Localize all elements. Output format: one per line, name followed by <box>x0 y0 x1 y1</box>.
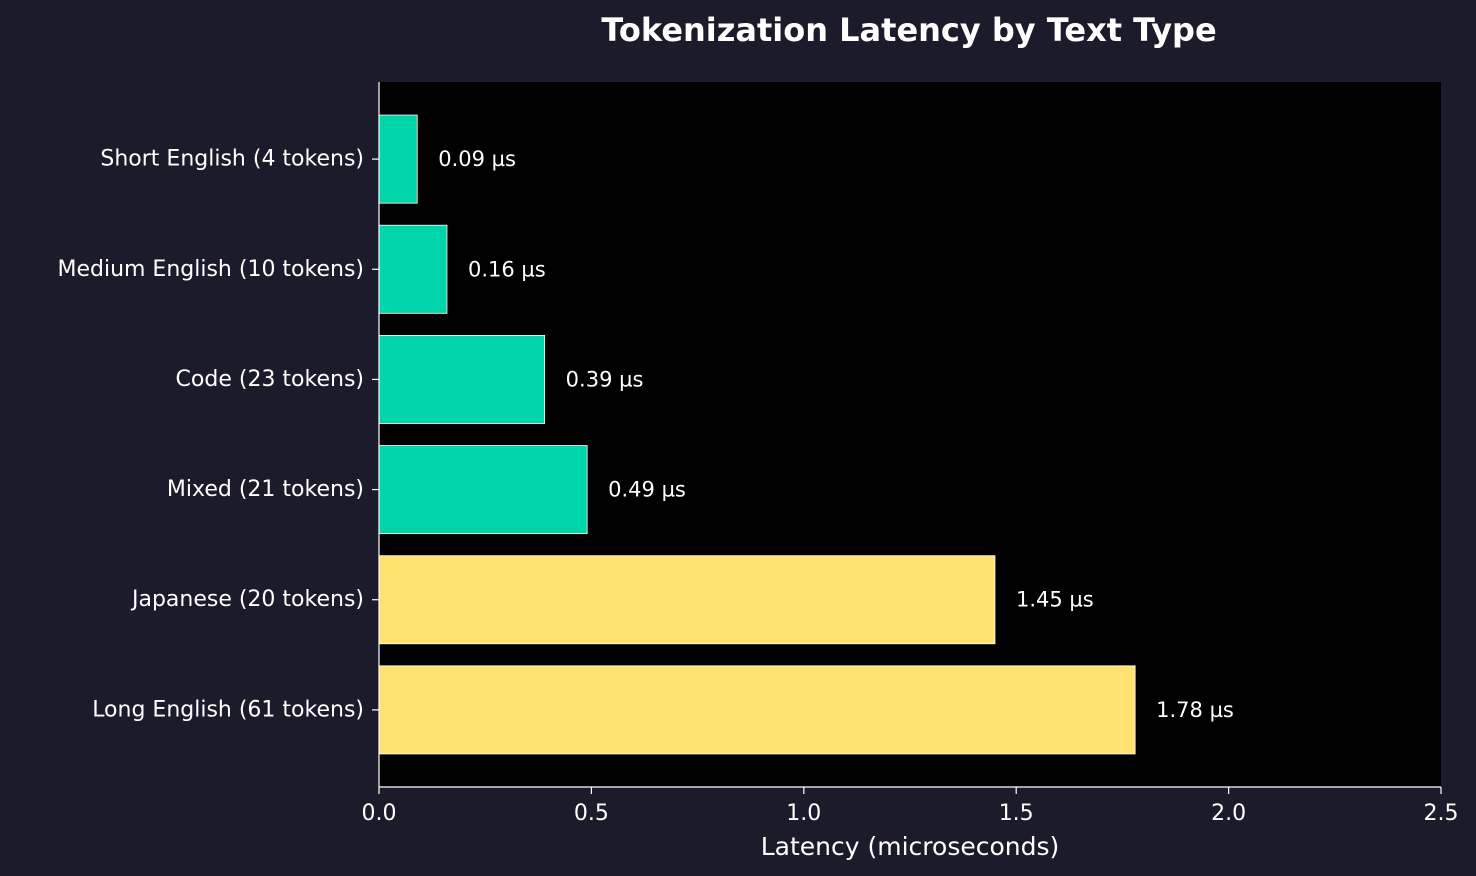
value-label-mixed-21-tokens: 0.49 µs <box>608 478 686 502</box>
bar-mixed-21-tokens <box>378 445 588 535</box>
x-tick-label-2-0: 2.0 <box>1211 801 1246 826</box>
value-label-long-english-61-tokens: 1.78 µs <box>1156 698 1234 722</box>
chart-title: Tokenization Latency by Text Type <box>601 11 1216 49</box>
x-axis: 0.0 0.5 1.0 1.5 2.0 2.5 <box>362 786 1459 826</box>
bar-short-english-4-tokens <box>378 114 418 204</box>
y-tick-label-medium-english-10-tokens: Medium English (10 tokens) <box>57 257 364 282</box>
x-tick-label-1-5: 1.5 <box>999 801 1034 826</box>
value-labels-group: 0.09 µs 0.16 µs 0.39 µs 0.49 µs 1.45 µs 1.78 … <box>438 147 1234 722</box>
bar-long-english-61-tokens <box>378 665 1136 755</box>
x-tick-label-1-0: 1.0 <box>786 801 821 826</box>
bar-code-23-tokens <box>378 334 546 424</box>
bar-japanese-20-tokens <box>378 555 996 645</box>
x-tick-label-0-5: 0.5 <box>574 801 609 826</box>
x-axis-label: Latency (microseconds) <box>761 832 1060 861</box>
value-label-code-23-tokens: 0.39 µs <box>566 367 644 391</box>
value-label-medium-english-10-tokens: 0.16 µs <box>468 257 546 281</box>
y-tick-label-long-english-61-tokens: Long English (61 tokens) <box>92 697 364 722</box>
x-tick-label-0-0: 0.0 <box>362 801 397 826</box>
value-label-japanese-20-tokens: 1.45 µs <box>1016 588 1094 612</box>
value-label-short-english-4-tokens: 0.09 µs <box>438 147 516 171</box>
y-tick-label-mixed-21-tokens: Mixed (21 tokens) <box>167 477 364 502</box>
bar-medium-english-10-tokens <box>378 224 448 314</box>
bars-group <box>378 114 1136 755</box>
x-tick-label-2-5: 2.5 <box>1424 801 1459 826</box>
y-axis: Short English (4 tokens) Medium English (… <box>57 82 380 787</box>
y-tick-label-japanese-20-tokens: Japanese (20 tokens) <box>130 587 364 612</box>
y-tick-label-code-23-tokens: Code (23 tokens) <box>176 367 364 392</box>
y-tick-label-short-english-4-tokens: Short English (4 tokens) <box>100 147 364 172</box>
